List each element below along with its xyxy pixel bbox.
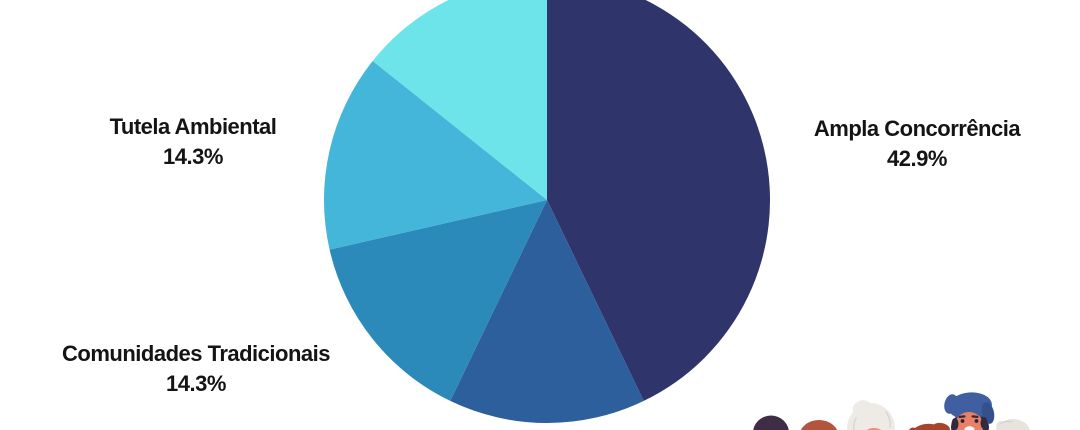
slice-pct-ampla: 42.9% — [887, 146, 947, 171]
pie-slice-0 — [547, 0, 770, 401]
gray-hair-person-icon — [996, 419, 1030, 430]
pie-slice-2 — [329, 200, 547, 401]
slice-label-tutela: Tutela Ambiental — [109, 114, 277, 139]
callout-comunidades-tradicionais: Comunidades Tradicionais 14.3% — [62, 339, 330, 399]
turban-person-icon — [847, 400, 895, 430]
callout-ampla-concorrencia: Ampla Concorrência 42.9% — [813, 114, 1021, 174]
red-hair-person-icon — [800, 420, 838, 430]
slice-label-comunidades: Comunidades Tradicionais — [62, 341, 330, 366]
slice-pct-comunidades: 14.3% — [166, 371, 226, 396]
slice-label-ampla: Ampla Concorrência — [813, 116, 1021, 141]
callout-tutela-ambiental: Tutela Ambiental 14.3% — [110, 112, 277, 172]
dark-hair-person-icon — [753, 415, 789, 430]
pie-slice-4 — [372, 0, 547, 200]
blue-cap-boy-icon — [944, 392, 995, 430]
slice-pct-tutela: 14.3% — [163, 144, 223, 169]
auburn-hair-person-icon — [908, 422, 950, 430]
people-illustration — [753, 392, 1030, 430]
pie-slice-3 — [323, 60, 547, 250]
pie-slice-1 — [450, 200, 644, 424]
